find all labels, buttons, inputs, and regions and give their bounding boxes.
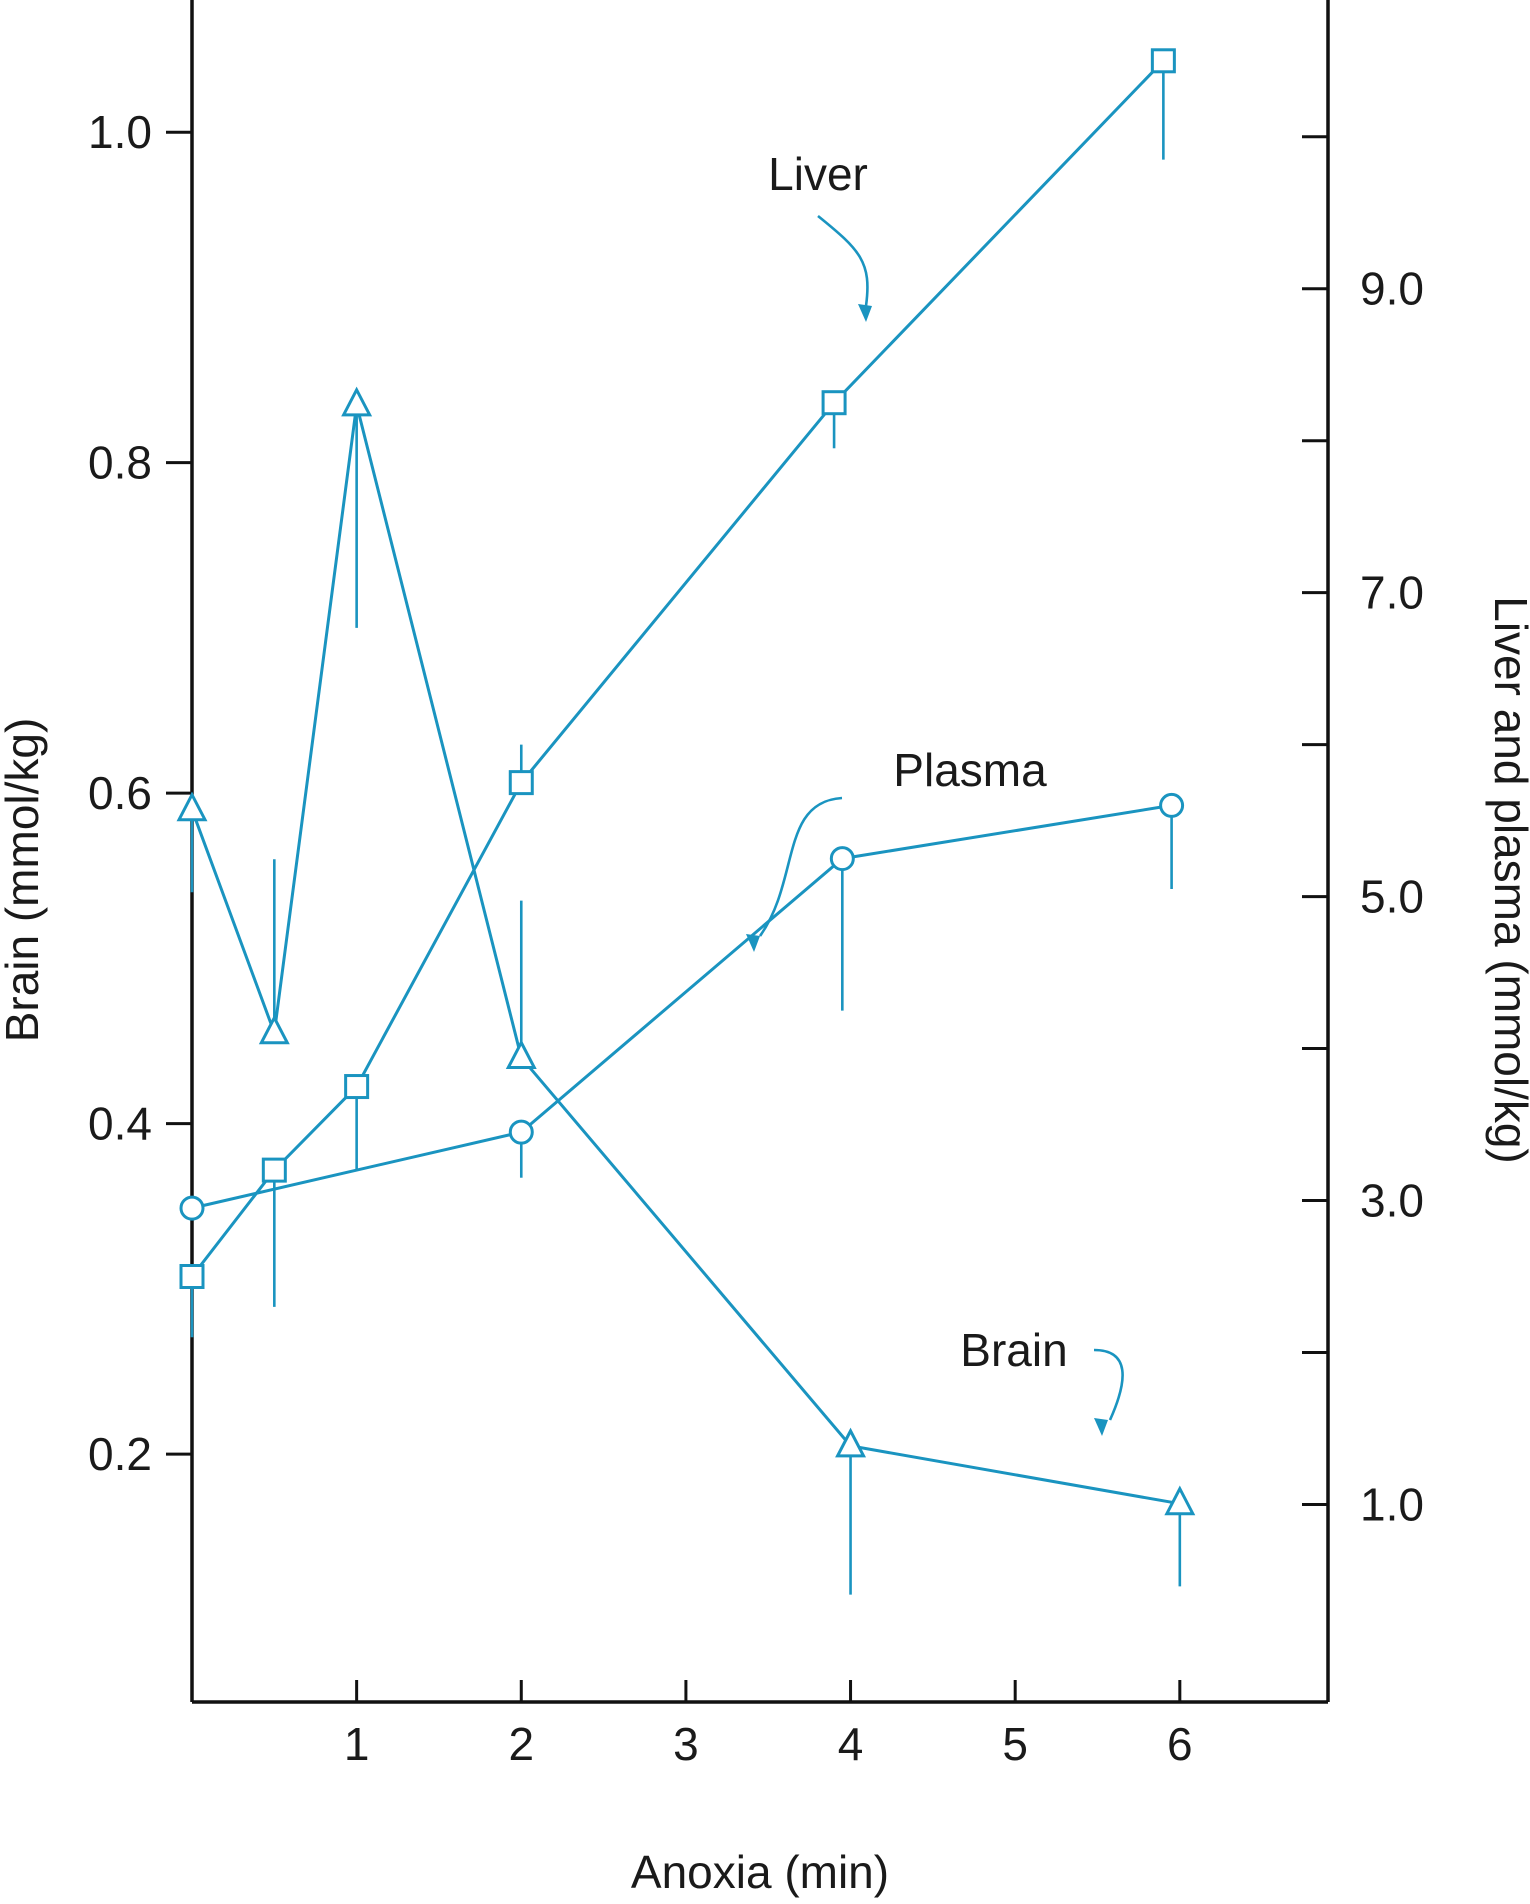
x-tick-label: 4 — [838, 1718, 864, 1770]
series-brain — [176, 386, 1196, 1595]
right-y-axis-title: Liver and plasma (mmol/kg) — [1485, 596, 1530, 1164]
data-point — [179, 1264, 205, 1289]
annotation-layer: Liver Plasma Brain — [746, 148, 1124, 1436]
series-label-brain: Brain — [960, 1324, 1067, 1376]
data-point — [258, 1014, 290, 1045]
y-left-tick-label: 0.8 — [88, 437, 152, 489]
plot-frame — [190, 0, 1330, 1704]
data-point — [508, 1119, 534, 1145]
y-right-ticks: 1.0 3.0 5.0 7.0 9.0 — [1302, 135, 1424, 1530]
x-ticks: 1 2 3 4 5 6 — [344, 1680, 1193, 1770]
data-point — [341, 386, 373, 417]
series-layer — [176, 48, 1196, 1595]
x-tick-label: 5 — [1002, 1718, 1028, 1770]
series-label-plasma: Plasma — [893, 744, 1047, 796]
x-tick-label: 6 — [1167, 1718, 1193, 1770]
data-point — [821, 390, 847, 416]
series-plasma — [179, 792, 1185, 1221]
label-arrow — [817, 214, 869, 307]
series-liver — [179, 48, 1176, 1338]
y-right-tick-label: 1.0 — [1360, 1478, 1424, 1530]
data-point — [176, 791, 208, 822]
x-axis-title: Anoxia (min) — [631, 1846, 889, 1898]
label-arrowhead — [746, 934, 760, 952]
series-line — [191, 803, 1172, 1210]
data-point — [344, 1074, 370, 1100]
data-point — [1159, 792, 1185, 818]
left-y-axis-title: Brain (mmol/kg) — [0, 718, 48, 1043]
x-tick-label: 3 — [673, 1718, 699, 1770]
label-arrow — [758, 796, 843, 937]
y-left-tick-label: 0.2 — [88, 1428, 152, 1480]
y-left-tick-label: 0.6 — [88, 767, 152, 819]
series-line — [190, 404, 1181, 1506]
data-point — [835, 1427, 867, 1458]
data-point — [508, 770, 534, 796]
y-left-ticks: 0.2 0.4 0.6 0.8 1.0 — [88, 106, 192, 1480]
data-point — [829, 846, 855, 872]
series-label-liver: Liver — [768, 148, 868, 200]
y-right-tick-label: 9.0 — [1360, 263, 1424, 315]
label-arrowhead — [858, 304, 872, 322]
y-right-tick-label: 7.0 — [1360, 567, 1424, 619]
data-point — [261, 1157, 287, 1183]
data-point — [179, 1195, 205, 1221]
y-right-tick-label: 5.0 — [1360, 871, 1424, 923]
label-arrow — [1093, 1348, 1124, 1421]
label-arrowhead — [1094, 1418, 1108, 1436]
y-left-tick-label: 1.0 — [88, 106, 152, 158]
y-left-tick-label: 0.4 — [88, 1098, 152, 1150]
data-point — [505, 1039, 537, 1070]
series-line — [190, 59, 1165, 1278]
data-point — [1164, 1485, 1196, 1516]
x-tick-label: 2 — [508, 1718, 534, 1770]
data-point — [1150, 48, 1176, 74]
y-right-tick-label: 3.0 — [1360, 1175, 1424, 1227]
x-tick-label: 1 — [344, 1718, 370, 1770]
